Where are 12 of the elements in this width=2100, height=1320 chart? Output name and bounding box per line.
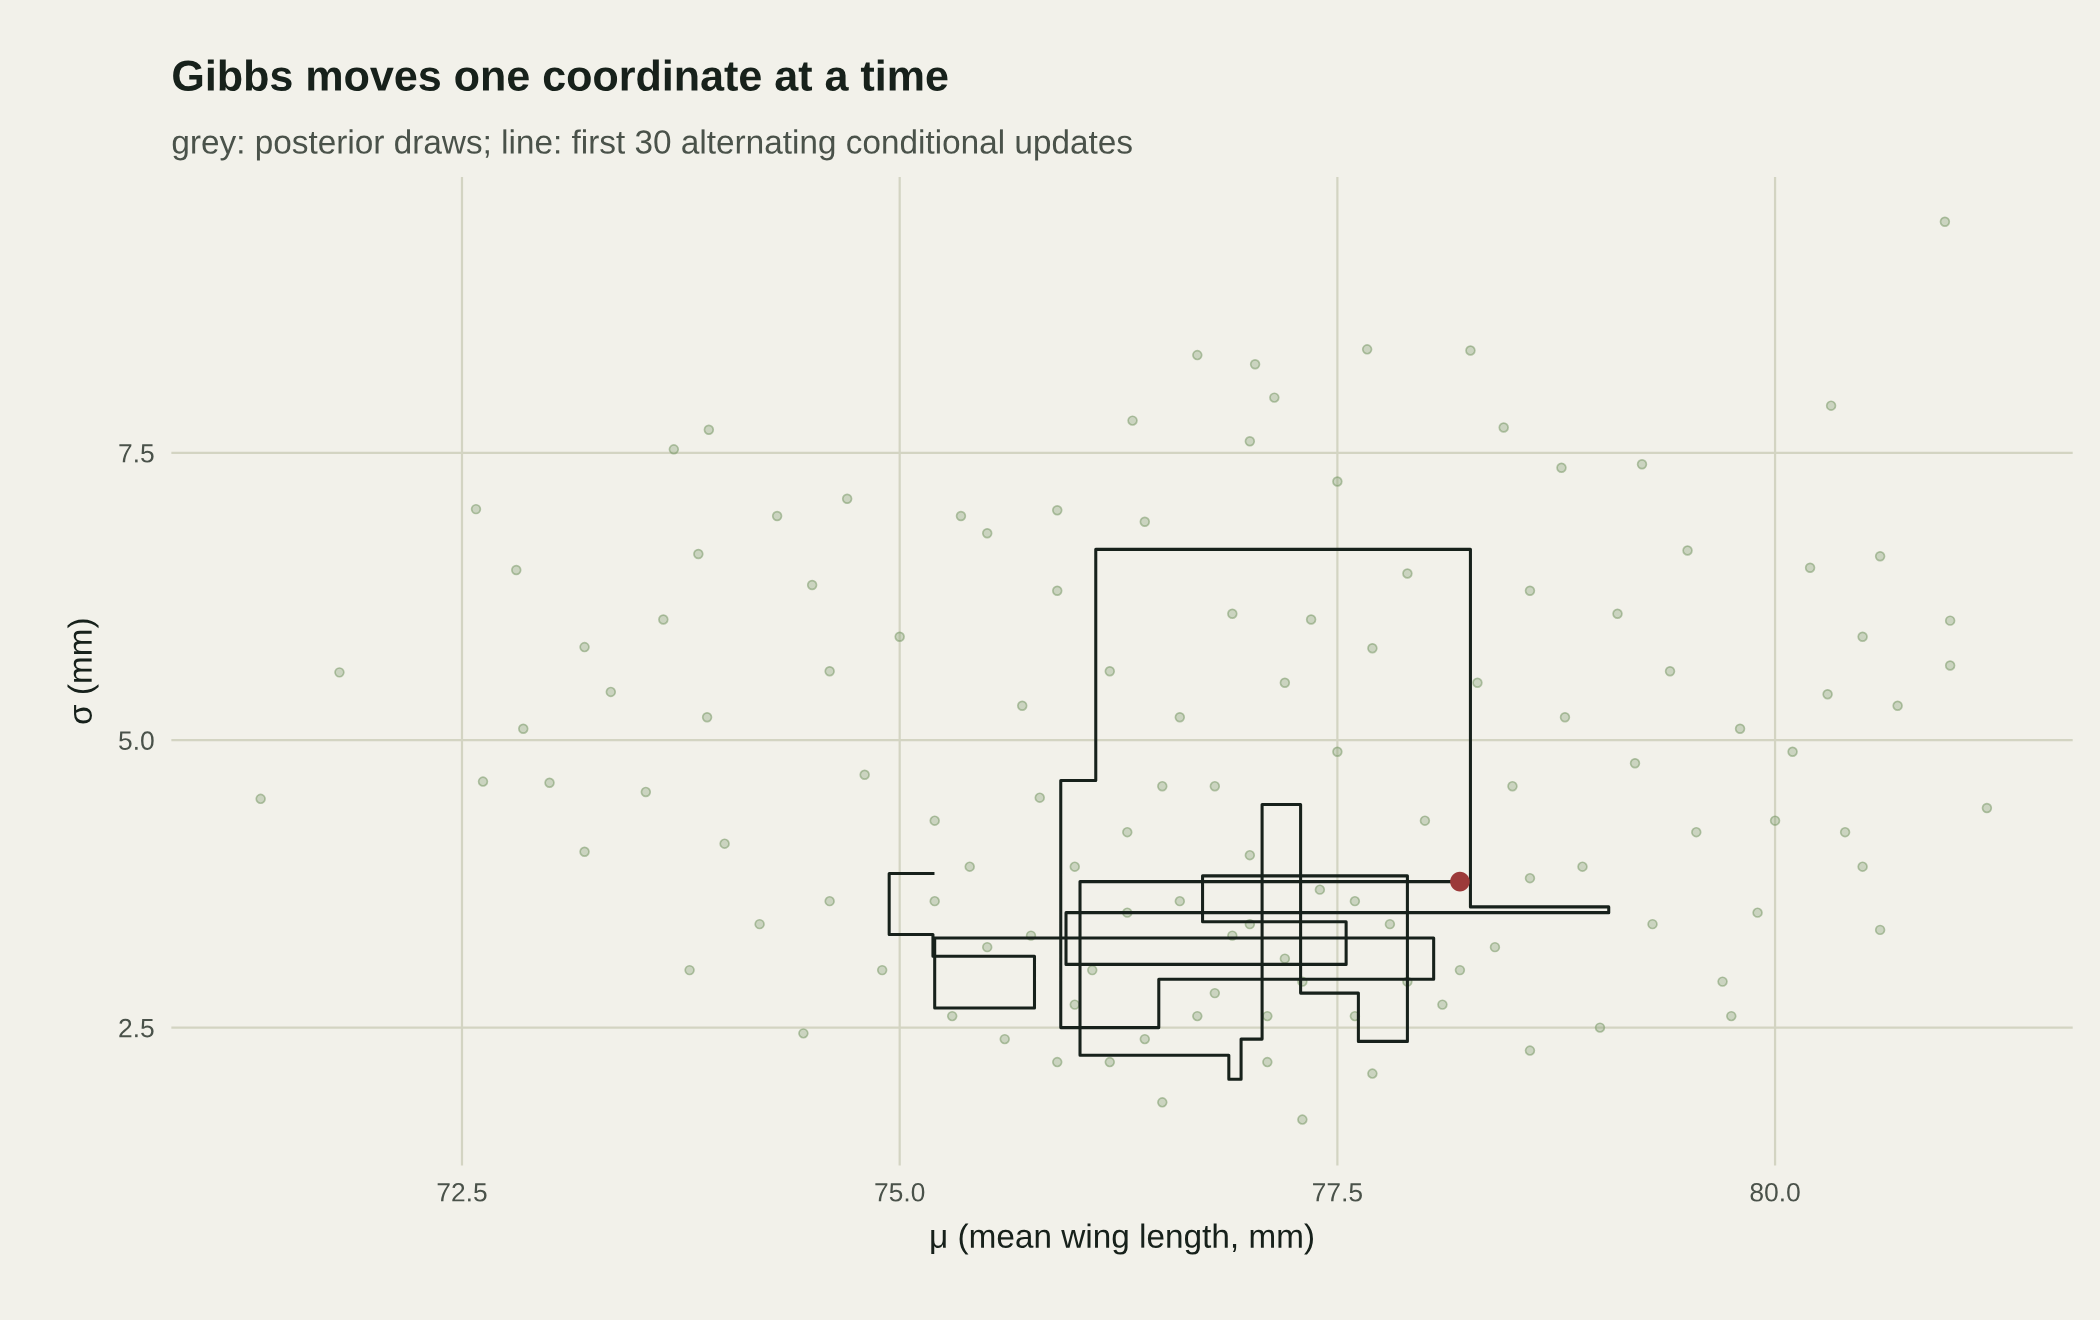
y-tick-label: 2.5 xyxy=(119,1018,154,1038)
y-tick-label: 5.0 xyxy=(119,731,154,751)
x-tick-label: 80.0 xyxy=(1750,1182,1800,1202)
y-axis-title: σ (mm) xyxy=(67,619,99,724)
chart-subtitle: grey: posterior draws; line: first 30 alternating conditional updates xyxy=(172,129,1132,161)
x-axis-title: μ (mean wing length, mm) xyxy=(931,1223,1313,1255)
x-tick-label: 77.5 xyxy=(1313,1183,1362,1202)
x-tick-label: 75.0 xyxy=(875,1182,925,1202)
line-series xyxy=(887,547,1611,1081)
x-tick-label: 72.5 xyxy=(437,1182,487,1202)
chart-title: Gibbs moves one coordinate at a time xyxy=(173,59,948,92)
y-tick-label: 7.5 xyxy=(119,444,154,463)
